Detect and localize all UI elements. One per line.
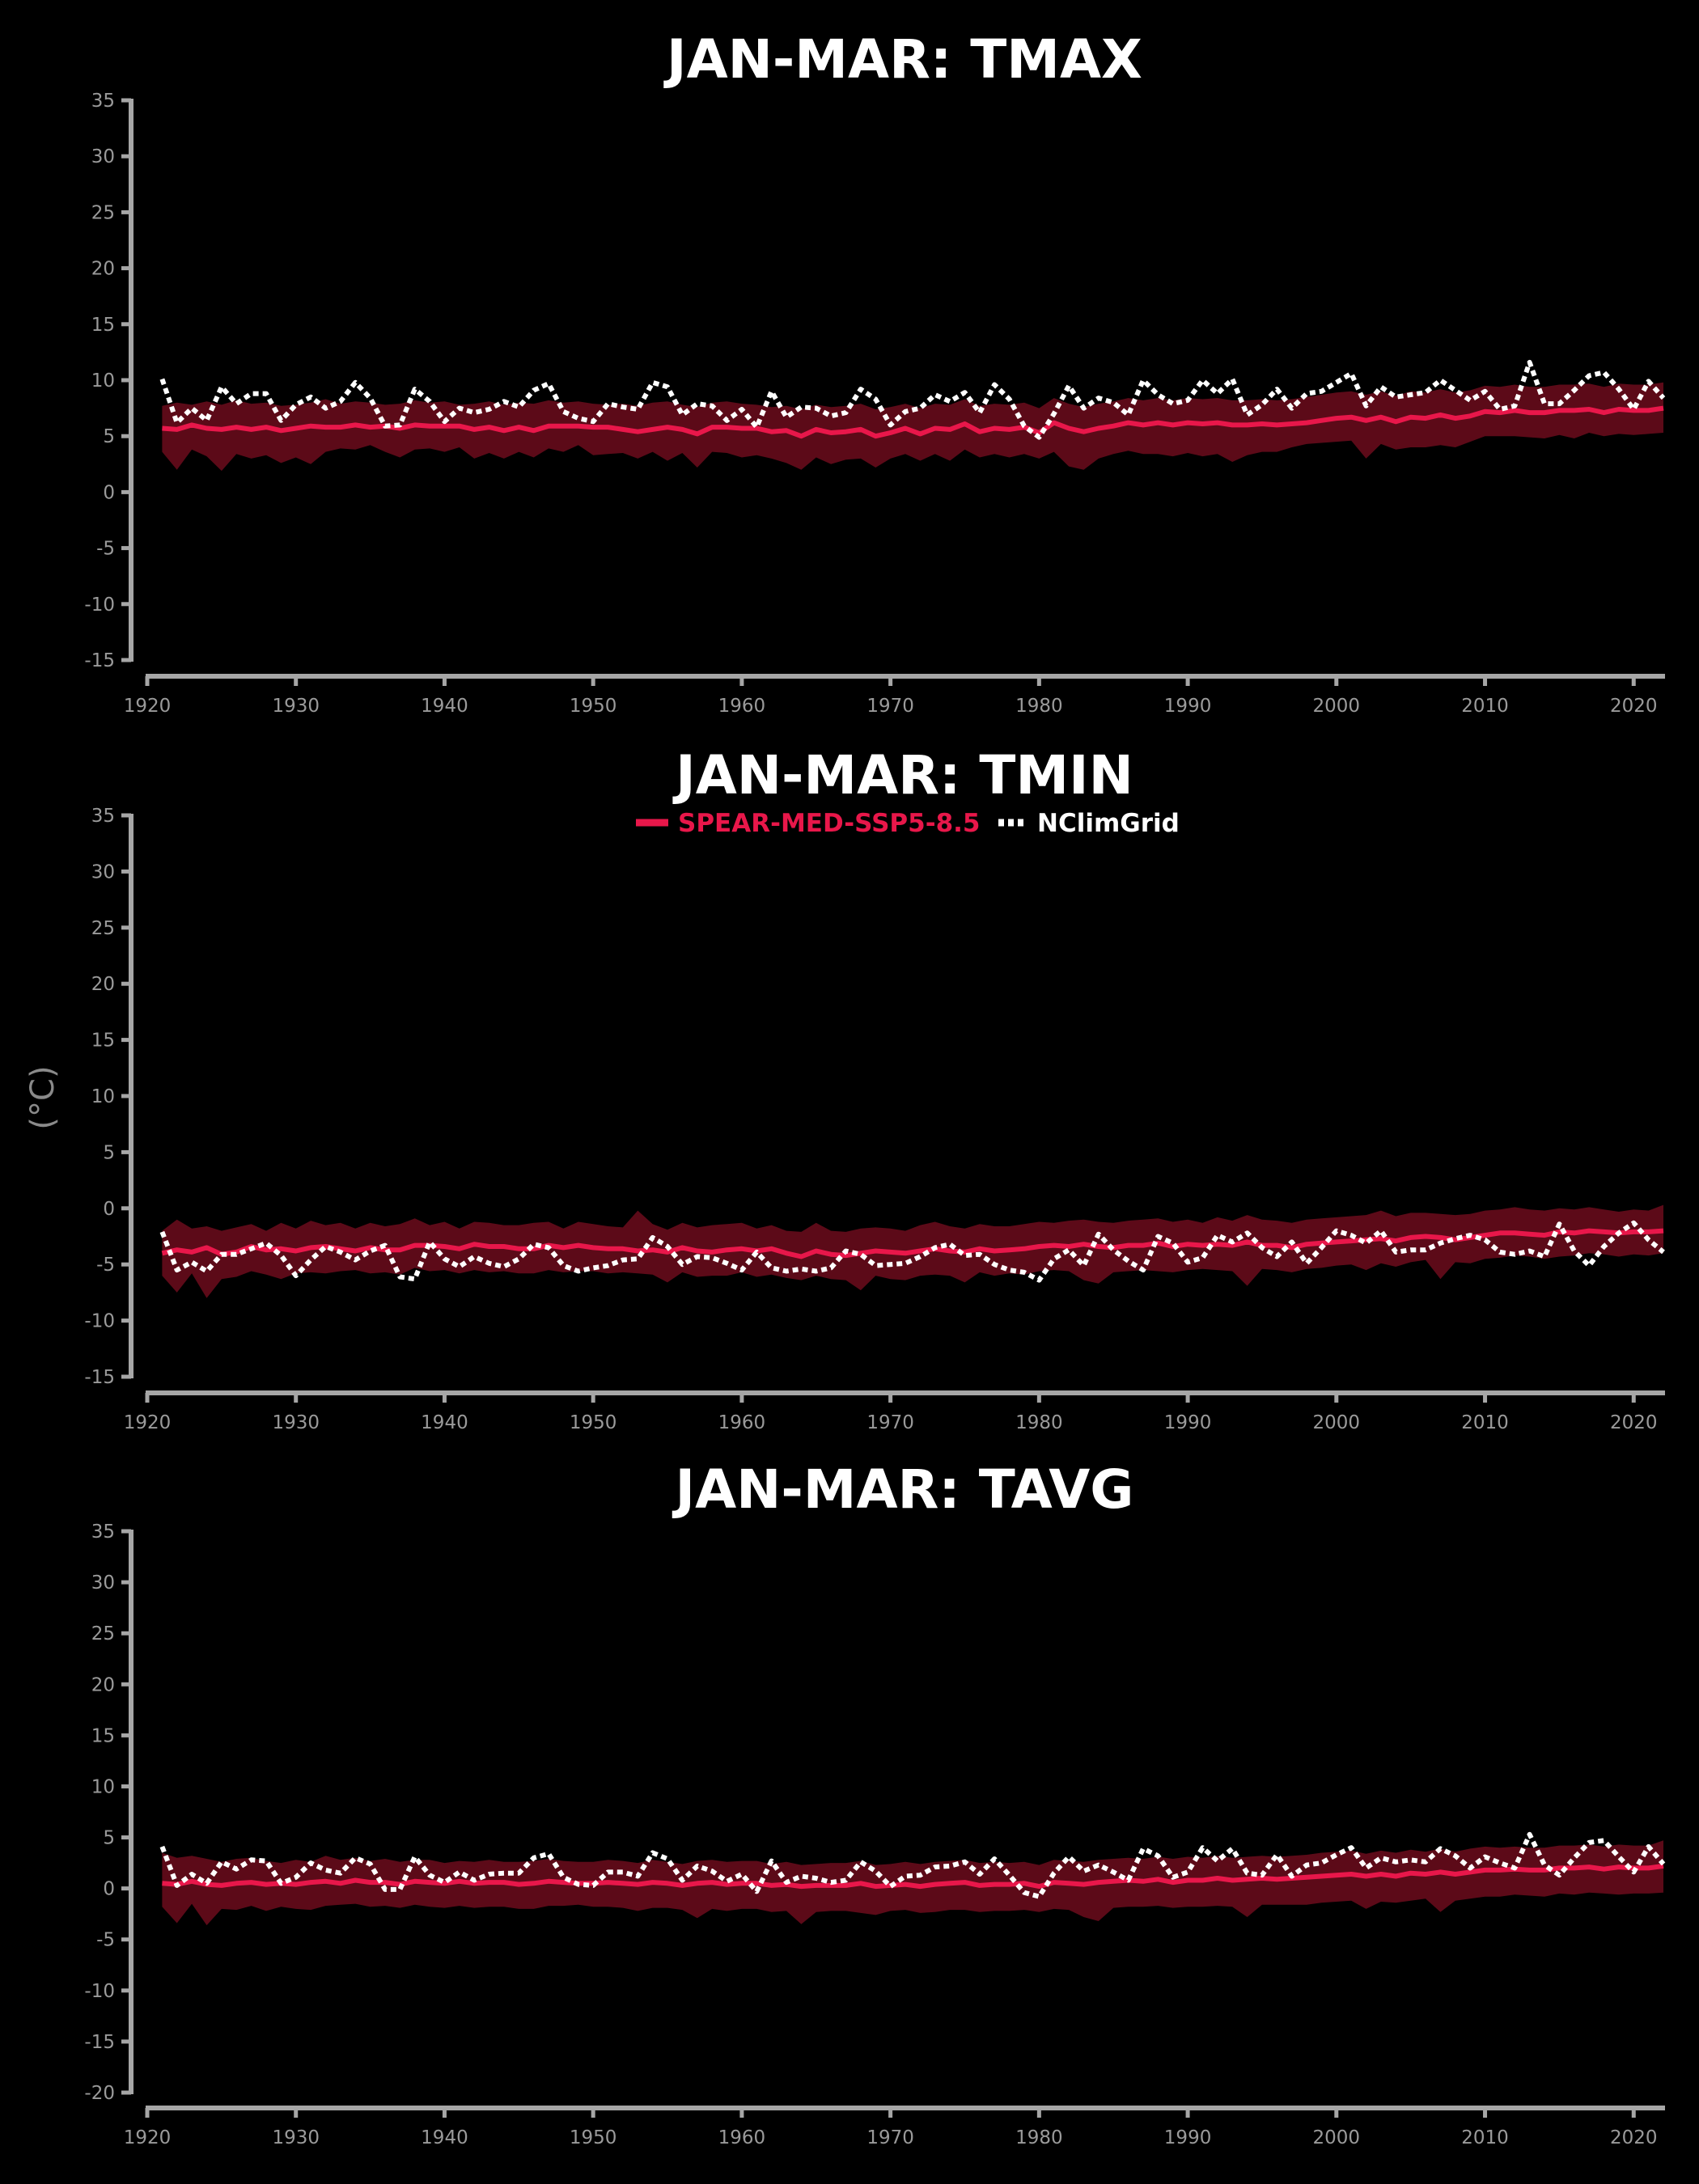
- x-tick-label-tavg: 2010: [1461, 2127, 1509, 2148]
- panel-tmax: JAN-MAR: TMAX 35 30 25 20 15 10 5 0 -5 -10 -15 1920…: [84, 28, 1666, 717]
- y-tick-label-tmin: -10: [84, 1311, 115, 1332]
- y-tick-label-tmin: 5: [103, 1142, 115, 1163]
- y-tick-label-tmax: -15: [84, 650, 115, 671]
- y-tick-label-tmin: 25: [91, 918, 115, 939]
- x-tick-label-tavg: 2000: [1313, 2127, 1361, 2148]
- x-tick-label-tmax: 1980: [1015, 696, 1063, 717]
- y-axis-label: (°C): [24, 1065, 61, 1129]
- x-tick-label-tavg: 1970: [866, 2127, 914, 2148]
- x-tick-label-tmin: 2000: [1313, 1412, 1361, 1433]
- x-tick-label-tavg: 1950: [570, 2127, 617, 2148]
- y-tick-label-tmax: 25: [91, 202, 115, 223]
- plot-area-tavg: 35 30 25 20 15 10 5 0 -5 -10 -15 -20 1920 1930 1940 195…: [84, 1522, 1666, 2148]
- x-tick-label-tmin: 1920: [124, 1412, 172, 1433]
- y-tick-label-tmin: 35: [91, 806, 115, 827]
- x-tick-label-tmin: 1930: [272, 1412, 320, 1433]
- panel-tavg: JAN-MAR: TAVG 35 30 25 20 15 10 5 0 -5 -10 -15 -20 1…: [84, 1458, 1666, 2148]
- y-tick-label-tavg: -15: [84, 2032, 115, 2053]
- y-tick-label-tmin: 20: [91, 974, 115, 995]
- y-tick-label-tmax: 5: [103, 426, 115, 447]
- chart-title-tmin: JAN-MAR: TMIN: [672, 744, 1133, 806]
- y-tick-label-tmax: 0: [103, 482, 115, 503]
- ensemble-range-band-tavg: [162, 1840, 1663, 1926]
- series-line-nclimgrid-tmin: [159, 1220, 1665, 1283]
- series-line-nclimgrid-tavg: [159, 1831, 1666, 1899]
- legend-model-label: SPEAR-MED-SSP5-8.5: [678, 809, 980, 838]
- x-tick-label-tmin: 1940: [421, 1412, 468, 1433]
- y-tick-label-tavg: 30: [91, 1572, 115, 1594]
- x-tick-label-tmax: 1950: [570, 696, 617, 717]
- x-tick-label-tmin: 2010: [1461, 1412, 1509, 1433]
- y-tick-label-tmax: 30: [91, 146, 115, 167]
- y-tick-label-tavg: 25: [91, 1623, 115, 1644]
- series-line-spear-mean-tmax: [162, 405, 1664, 439]
- series-line-spear-mean-tavg: [162, 1863, 1664, 1890]
- y-tick-label-tmin: 15: [91, 1031, 115, 1052]
- x-tick-label-tavg: 1980: [1015, 2127, 1063, 2148]
- x-tick-label-tavg: 2020: [1610, 2127, 1658, 2148]
- x-tick-label-tmax: 1930: [272, 696, 320, 717]
- x-tick-label-tavg: 1990: [1164, 2127, 1212, 2148]
- x-tick-label-tavg: 1960: [718, 2127, 766, 2148]
- x-tick-label-tmax: 2000: [1313, 696, 1361, 717]
- panel-tmin: JAN-MAR: TMIN 35 30 25 20 15 10 5 0 -5 -10 -15 1920…: [84, 744, 1665, 1433]
- y-tick-label-tmax: 15: [91, 315, 115, 336]
- y-tick-label-tavg: -10: [84, 1981, 115, 2002]
- y-tick-label-tmax: -10: [84, 595, 115, 616]
- x-tick-label-tmin: 1970: [866, 1412, 914, 1433]
- x-tick-label-tmax: 1970: [866, 696, 914, 717]
- series-line-nclimgrid-tmax: [159, 359, 1666, 440]
- y-tick-label-tmax: 20: [91, 259, 115, 280]
- y-tick-label-tavg: 0: [103, 1879, 115, 1900]
- x-tick-label-tmax: 1990: [1164, 696, 1212, 717]
- x-tick-label-tmin: 1980: [1015, 1412, 1063, 1433]
- y-tick-label-tmin: 0: [103, 1199, 115, 1220]
- y-tick-label-tmin: 30: [91, 861, 115, 882]
- y-tick-label-tavg: 10: [91, 1776, 115, 1797]
- y-tick-label-tavg: 20: [91, 1674, 115, 1695]
- y-tick-label-tmax: 35: [91, 91, 115, 112]
- chart-title-tmax: JAN-MAR: TMAX: [663, 28, 1142, 91]
- y-tick-label-tmin: -15: [84, 1367, 115, 1388]
- y-tick-label-tavg: -20: [84, 2083, 115, 2104]
- x-tick-label-tmax: 1920: [124, 696, 172, 717]
- plot-area-tmax: 35 30 25 20 15 10 5 0 -5 -10 -15 1920 1930 1940 1950 19…: [84, 91, 1666, 717]
- legend: SPEAR-MED-SSP5-8.5 NClimGrid: [636, 809, 1180, 838]
- x-tick-label-tavg: 1930: [272, 2127, 320, 2148]
- y-tick-label-tmin: 10: [91, 1086, 115, 1107]
- x-tick-label-tmax: 1960: [718, 696, 766, 717]
- y-tick-label-tmax: 10: [91, 370, 115, 392]
- legend-obs-label: NClimGrid: [1037, 809, 1180, 838]
- y-tick-label-tmax: -5: [96, 539, 115, 560]
- y-tick-label-tavg: 35: [91, 1522, 115, 1543]
- x-tick-label-tavg: 1920: [124, 2127, 172, 2148]
- y-tick-label-tavg: -5: [96, 1930, 115, 1951]
- x-tick-label-tavg: 1940: [421, 2127, 468, 2148]
- y-tick-label-tavg: 5: [103, 1828, 115, 1849]
- chart-title-tavg: JAN-MAR: TAVG: [672, 1458, 1134, 1521]
- x-tick-label-tmax: 1940: [421, 696, 468, 717]
- x-tick-label-tmin: 2020: [1610, 1412, 1658, 1433]
- plot-area-tmin: 35 30 25 20 15 10 5 0 -5 -10 -15 1920 1930 1940 1950 19…: [84, 806, 1665, 1433]
- x-tick-label-tmin: 1960: [718, 1412, 766, 1433]
- x-tick-label-tmax: 2010: [1461, 696, 1509, 717]
- y-tick-label-tmin: -5: [96, 1255, 115, 1276]
- x-tick-label-tmin: 1950: [570, 1412, 617, 1433]
- x-tick-label-tmax: 2020: [1610, 696, 1658, 717]
- series-line-spear-mean-tmin: [161, 1228, 1664, 1259]
- x-tick-label-tmin: 1990: [1164, 1412, 1212, 1433]
- y-tick-label-tavg: 15: [91, 1725, 115, 1746]
